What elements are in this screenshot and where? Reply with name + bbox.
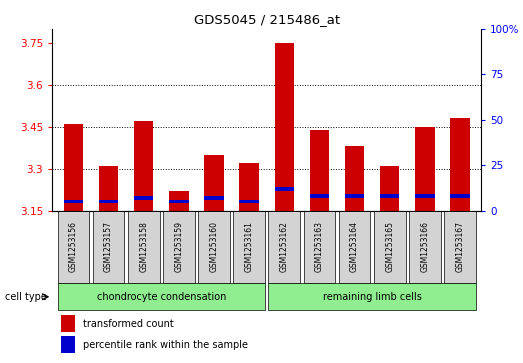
Bar: [204, 155, 224, 211]
Bar: [58, 211, 89, 283]
Bar: [163, 211, 195, 283]
Bar: [345, 194, 365, 198]
Bar: [93, 211, 124, 283]
Text: GSM1253156: GSM1253156: [69, 221, 78, 272]
Bar: [204, 196, 224, 200]
Bar: [268, 283, 476, 310]
Text: GSM1253162: GSM1253162: [280, 221, 289, 272]
Bar: [169, 191, 188, 211]
Bar: [345, 146, 365, 211]
Bar: [61, 337, 75, 353]
Text: remaining limb cells: remaining limb cells: [323, 292, 422, 302]
Bar: [310, 194, 329, 198]
Text: GSM1253157: GSM1253157: [104, 221, 113, 272]
Text: GSM1253164: GSM1253164: [350, 221, 359, 272]
Bar: [233, 211, 265, 283]
Bar: [444, 211, 476, 283]
Text: GSM1253163: GSM1253163: [315, 221, 324, 272]
Bar: [64, 200, 83, 203]
Bar: [99, 166, 118, 211]
Text: GSM1253158: GSM1253158: [139, 221, 148, 272]
Text: cell type: cell type: [5, 292, 47, 302]
Bar: [450, 118, 470, 211]
Text: GSM1253165: GSM1253165: [385, 221, 394, 272]
Bar: [58, 283, 265, 310]
Bar: [450, 194, 470, 198]
Bar: [268, 211, 300, 283]
Bar: [169, 200, 188, 203]
Text: chondrocyte condensation: chondrocyte condensation: [97, 292, 226, 302]
Text: percentile rank within the sample: percentile rank within the sample: [83, 340, 248, 350]
Bar: [310, 130, 329, 211]
Bar: [374, 211, 405, 283]
Bar: [409, 211, 441, 283]
Bar: [339, 211, 370, 283]
Text: GSM1253160: GSM1253160: [210, 221, 219, 272]
Bar: [134, 196, 153, 200]
Bar: [415, 194, 435, 198]
Bar: [99, 200, 118, 203]
Bar: [240, 200, 259, 203]
Title: GDS5045 / 215486_at: GDS5045 / 215486_at: [194, 13, 340, 26]
Text: GSM1253167: GSM1253167: [456, 221, 464, 272]
Text: GSM1253166: GSM1253166: [420, 221, 429, 272]
Bar: [198, 211, 230, 283]
Bar: [61, 315, 75, 332]
Bar: [275, 43, 294, 211]
Bar: [240, 163, 259, 211]
Bar: [64, 124, 83, 211]
Bar: [134, 121, 153, 211]
Text: GSM1253161: GSM1253161: [245, 221, 254, 272]
Text: GSM1253159: GSM1253159: [174, 221, 184, 272]
Bar: [275, 187, 294, 191]
Bar: [415, 127, 435, 211]
Bar: [380, 194, 400, 198]
Bar: [128, 211, 160, 283]
Bar: [380, 166, 400, 211]
Text: transformed count: transformed count: [83, 319, 174, 329]
Bar: [304, 211, 335, 283]
